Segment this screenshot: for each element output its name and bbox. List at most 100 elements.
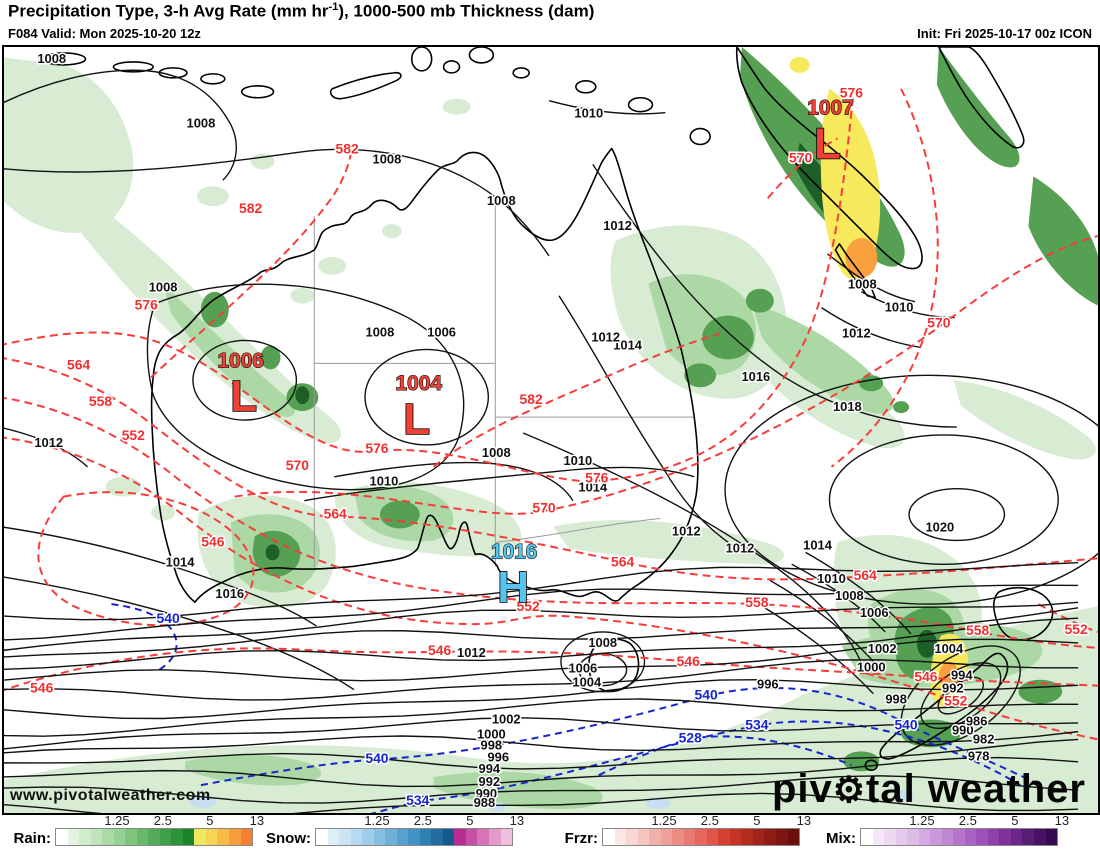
isobar-label: 982	[973, 731, 995, 746]
legend-color-cell	[396, 829, 409, 845]
thickness-contours-red	[4, 88, 1098, 741]
legend-color-cell	[1022, 829, 1034, 845]
legend-tick: 13	[249, 813, 265, 828]
nz-north-island-coast	[993, 586, 1054, 641]
legend-color-cell	[442, 829, 455, 845]
isobar-label: 988	[474, 795, 496, 810]
low-pressure-marker: L	[230, 372, 257, 421]
legend-color-cell	[741, 829, 753, 845]
thickness-label-red: 552	[517, 598, 540, 614]
legend-colorbar	[860, 828, 1058, 846]
legend-tick: 2.5	[958, 813, 977, 828]
thickness-label-red: 546	[30, 680, 53, 696]
precip-type-legend: Rain: 1.25 2.5 5 13 Snow: 1.25 2.5 5 13 Frzr: 1.25 2…	[0, 813, 1100, 850]
legend-color-cell	[148, 829, 160, 845]
legend-color-cell	[861, 829, 873, 845]
isobar-label: 1004	[572, 675, 602, 690]
thickness-label-red: 564	[854, 567, 877, 583]
legend-group-rain: Rain: 1.25 2.5 5 13	[3, 813, 265, 850]
isobar-label: 1012	[842, 325, 871, 340]
legend-color-cell	[385, 829, 397, 845]
thickness-label-red: 582	[239, 200, 262, 216]
map-canvas: 1008100810081008101010081006100810121014…	[4, 47, 1098, 813]
thickness-label-red: 546	[914, 669, 937, 685]
isobar-label: 1008	[835, 588, 864, 603]
legend-color-cell	[408, 829, 420, 845]
isobar-label: 1014	[803, 537, 833, 552]
legend-color-cell	[787, 829, 800, 845]
coastlines	[40, 47, 1054, 772]
legend-color-cell	[775, 829, 788, 845]
isobar-label: 1012	[726, 540, 755, 555]
legend-color-cell	[953, 829, 965, 845]
thickness-label-blue: 540	[695, 687, 718, 703]
thickness-label-red: 576	[135, 297, 158, 313]
legend-color-cell	[159, 829, 172, 845]
new-guinea-coast	[735, 47, 923, 270]
thickness-label-red: 570	[286, 457, 309, 473]
legend-color-cell	[56, 829, 68, 845]
legend-color-cell	[603, 829, 615, 845]
thickness-label-red: 552	[944, 693, 967, 709]
pressure-center-value: 1007	[807, 97, 853, 120]
legend-color-cell	[918, 829, 931, 845]
legend-color-cell	[228, 829, 241, 845]
timor-coast	[329, 71, 402, 100]
thickness-label-red: 552	[1065, 621, 1088, 637]
legend-color-cell	[373, 829, 386, 845]
legend-color-cell	[999, 829, 1011, 845]
thickness-label-red: 582	[336, 140, 359, 156]
thickness-label-red: 558	[745, 594, 768, 610]
legend-tick: 5	[1011, 813, 1019, 828]
isobar-label: 998	[481, 737, 503, 752]
legend-color-cell	[205, 829, 218, 845]
legend-color-cell	[136, 829, 149, 845]
legend-color-cell	[683, 829, 696, 845]
legend-color-cell	[90, 829, 103, 845]
isobar-label: 1000	[857, 660, 886, 675]
isobar-label: 1008	[187, 116, 216, 131]
isobar-label: 990	[476, 786, 498, 801]
isobar-label: 1006	[568, 661, 597, 676]
thickness-label-red: 564	[67, 356, 90, 372]
thickness-label-blue: 528	[679, 729, 702, 745]
legend-color-cell	[626, 829, 638, 845]
isobar-label: 992	[942, 681, 964, 696]
isobar-label: 1014	[166, 554, 196, 569]
legend-color-cell	[637, 829, 650, 845]
isobar-label: 1014	[613, 337, 643, 352]
legend-tick: 1.25	[364, 813, 390, 828]
high-pressure-marker: H	[497, 563, 529, 612]
header: Precipitation Type, 3-h Avg Rate (mm hr-…	[0, 0, 1100, 45]
thickness-label-blue: 540	[894, 716, 917, 732]
australia-coast	[150, 147, 699, 603]
low-pressure-marker: L	[814, 119, 841, 168]
legend-colorbar	[55, 828, 253, 846]
legend-color-cell	[194, 829, 206, 845]
legend-colorbar	[315, 828, 513, 846]
thickness-label-red: 546	[677, 653, 700, 669]
legend-group-mix: Mix: 1.25 2.5 5 13	[808, 813, 1069, 850]
thickness-label-blue: 534	[745, 716, 768, 732]
isobar-label: 994	[479, 761, 501, 776]
page-title: Precipitation Type, 3-h Avg Rate (mm hr-…	[8, 1, 595, 21]
legend-color-cell	[695, 829, 707, 845]
legend-color-cell	[649, 829, 661, 845]
legend-color-cell	[182, 829, 195, 845]
thickness-label-blue: 540	[365, 750, 388, 766]
legend-tick: 2.5	[153, 813, 172, 828]
legend-color-cell	[327, 829, 340, 845]
pressure-center-value: 1016	[491, 540, 537, 563]
legend-tick: 13	[1054, 813, 1070, 828]
isobar-label: 1008	[366, 324, 395, 339]
legend-tick: 1.25	[104, 813, 130, 828]
isobar-label: 1002	[492, 711, 521, 726]
legend-tick: 5	[466, 813, 474, 828]
isobar-label: 1008	[37, 51, 66, 66]
legend-color-cell	[907, 829, 919, 845]
legend-color-cell	[125, 829, 137, 845]
legend-tick: 1.25	[909, 813, 935, 828]
legend-label: Mix:	[826, 830, 856, 847]
legend-tick: 13	[509, 813, 525, 828]
